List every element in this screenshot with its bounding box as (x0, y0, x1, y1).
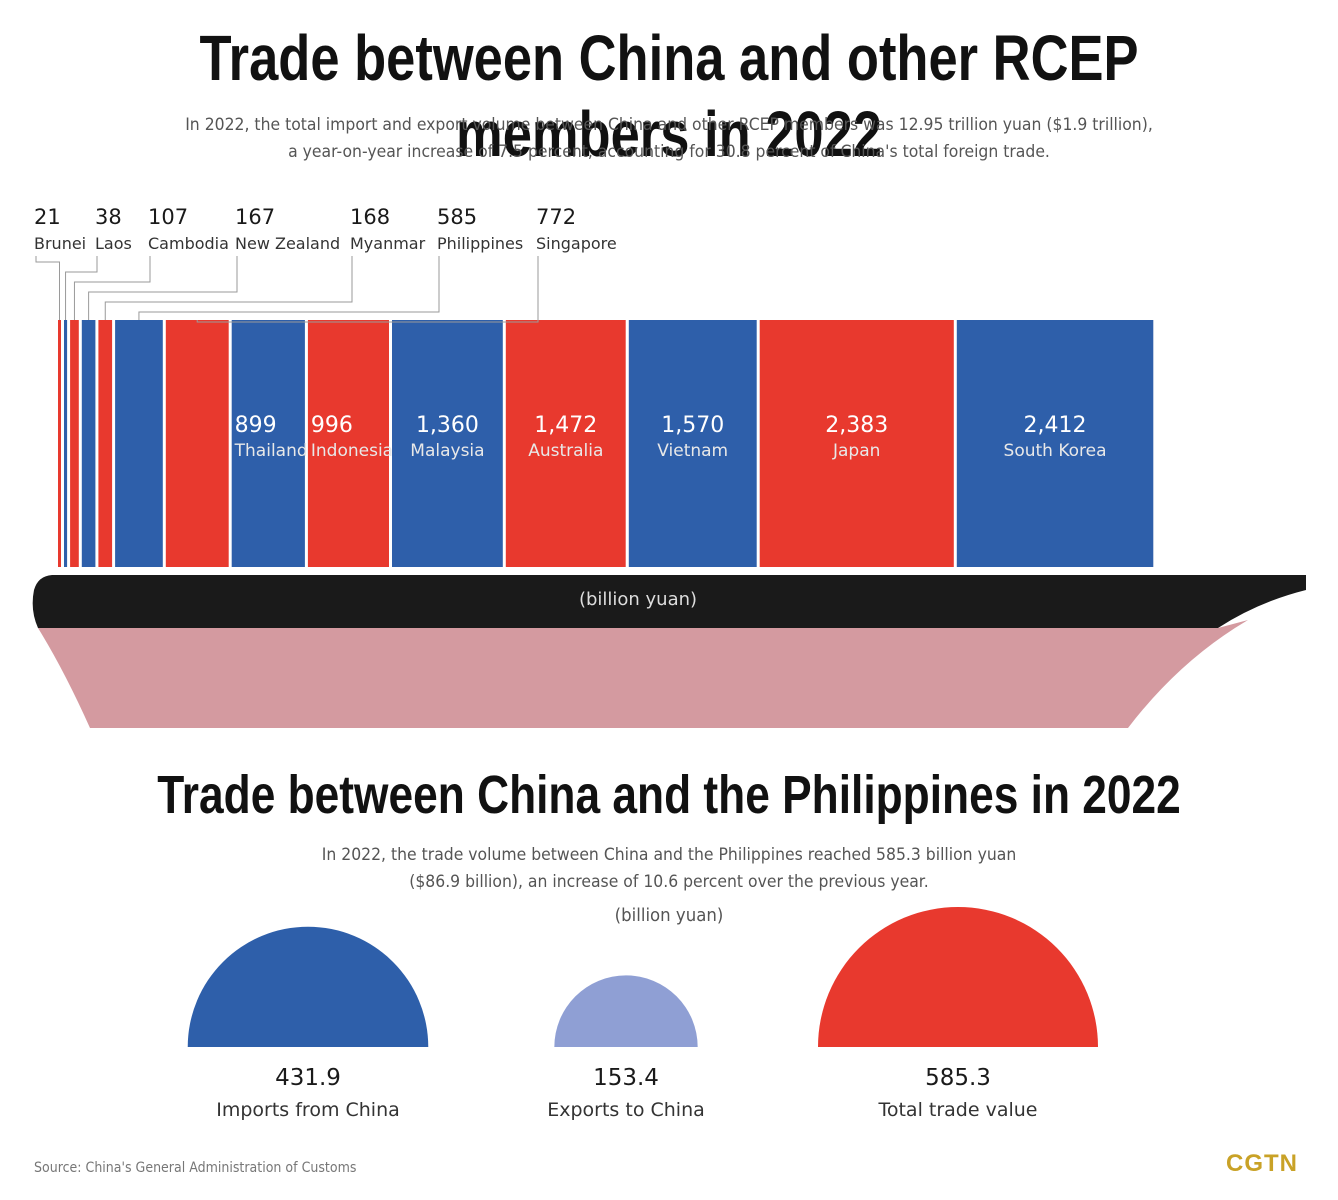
category-label-imports-from-china: Imports from China (216, 1099, 400, 1121)
category-label-australia: Australia (528, 441, 603, 461)
bar-japan (759, 320, 954, 567)
cgtn-logo: CGTN (1226, 1150, 1298, 1177)
value-label-new-zealand: 167 (235, 205, 275, 229)
bar-singapore (165, 320, 229, 567)
value-label-myanmar: 168 (350, 205, 390, 229)
bar-australia (505, 320, 626, 567)
value-label-singapore: 772 (536, 205, 576, 229)
bar-south-korea (956, 320, 1154, 567)
main-title: Trade between China and other RCEP membe… (199, 22, 1139, 170)
philippines-subtitle-line-2: ($86.9 billion), an increase of 10.6 per… (409, 872, 929, 892)
main-subtitle: In 2022, the total import and export vol… (54, 112, 1285, 166)
value-label-indonesia: 996 (311, 413, 353, 438)
leader-line-new-zealand (88, 256, 238, 320)
semicircle-total-trade-value (818, 907, 1098, 1047)
bar-vietnam (628, 320, 757, 567)
value-label-exports-to-china: 153.4 (593, 1065, 659, 1091)
value-label-philippines: 585 (437, 205, 477, 229)
category-label-cambodia: Cambodia (148, 234, 229, 253)
philippines-trade-chart: 431.9 Imports from China 153.4 Exports to C… (187, 907, 1098, 1121)
category-label-new-zealand: New Zealand (235, 234, 340, 253)
value-label-japan: 2,383 (825, 413, 888, 438)
main-subtitle-line-1: In 2022, the total import and export vol… (185, 115, 1153, 135)
ship-unit-label: (billion yuan) (579, 589, 697, 610)
leader-line-brunei (35, 256, 60, 320)
source-note: Source: China's General Administration o… (34, 1160, 357, 1176)
bar-philippines (115, 320, 163, 567)
bar-indonesia (307, 320, 389, 567)
category-label-malaysia: Malaysia (410, 441, 484, 461)
leader-line-singapore (196, 256, 539, 323)
leader-line-laos (65, 256, 98, 320)
leader-line-cambodia (73, 256, 151, 320)
value-label-south-korea: 2,412 (1024, 413, 1087, 438)
bar-malaysia (392, 320, 503, 567)
value-label-brunei: 21 (34, 205, 61, 229)
category-label-thailand: Thailand (234, 441, 308, 461)
value-label-malaysia: 1,360 (416, 413, 479, 438)
semicircle-imports-from-china (187, 926, 429, 1047)
value-label-cambodia: 107 (148, 205, 188, 229)
value-label-total-trade-value: 585.3 (925, 1065, 991, 1091)
bar-brunei (58, 320, 61, 567)
philippines-subtitle: In 2022, the trade volume between China … (54, 842, 1285, 896)
main-subtitle-line-2: a year-on-year increase of 7.5 percent, … (288, 142, 1050, 162)
category-label-myanmar: Myanmar (350, 234, 426, 253)
value-label-laos: 38 (95, 205, 122, 229)
category-label-exports-to-china: Exports to China (547, 1099, 705, 1121)
bar-cambodia (70, 320, 79, 567)
category-label-japan: Japan (832, 441, 880, 461)
bar-thailand (231, 320, 305, 567)
philippines-unit-label: (billion yuan) (614, 905, 724, 926)
category-label-total-trade-value: Total trade value (877, 1099, 1037, 1121)
category-label-south-korea: South Korea (1004, 441, 1107, 461)
category-label-singapore: Singapore (536, 234, 617, 253)
leader-line-myanmar (104, 256, 353, 320)
ship-hull-lower (38, 620, 1248, 728)
value-label-vietnam: 1,570 (661, 413, 724, 438)
leader-line-philippines (138, 256, 440, 320)
philippines-title: Trade between China and the Philippines … (157, 765, 1181, 825)
semicircle-exports-to-china (554, 975, 698, 1047)
bar-laos (64, 320, 68, 567)
bar-myanmar (98, 320, 113, 567)
ship-hull-deck (32, 575, 1307, 628)
value-label-australia: 1,472 (534, 413, 597, 438)
category-label-brunei: Brunei (34, 234, 86, 253)
category-label-philippines: Philippines (437, 234, 523, 253)
philippines-subtitle-line-1: In 2022, the trade volume between China … (321, 845, 1017, 865)
category-label-laos: Laos (95, 234, 132, 253)
value-label-thailand: 899 (235, 413, 277, 438)
bar-new-zealand (81, 320, 96, 567)
category-label-vietnam: Vietnam (657, 441, 728, 461)
value-label-imports-from-china: 431.9 (275, 1065, 341, 1091)
category-label-indonesia: Indonesia (311, 441, 393, 461)
